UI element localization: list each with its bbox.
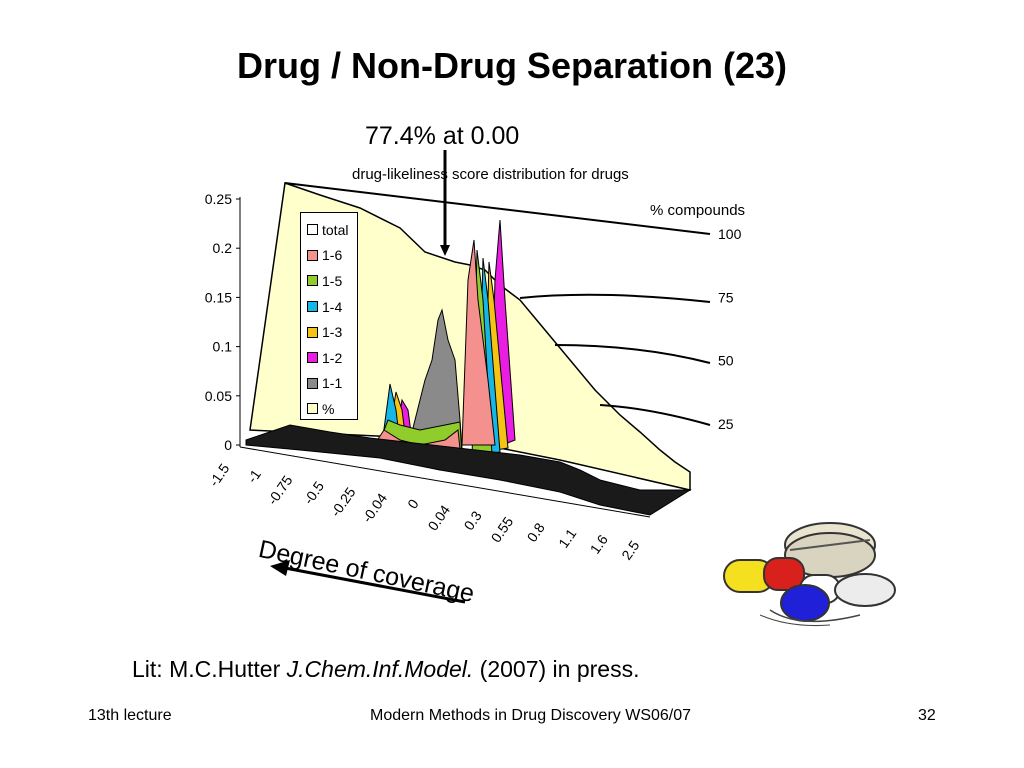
pills-illustration — [723, 522, 896, 627]
legend-item: 1-1 — [307, 371, 357, 397]
legend-label: 1-5 — [322, 272, 343, 289]
legend-label: 1-1 — [322, 375, 343, 392]
legend-swatch — [307, 275, 318, 287]
plot-area — [245, 181, 711, 516]
x-tick-label: 0 — [404, 496, 422, 512]
percent-tick-label: 75 — [718, 289, 734, 305]
legend-swatch — [307, 377, 318, 389]
x-axis-line — [239, 446, 651, 518]
x-tick-label: -1 — [244, 466, 264, 486]
x-tick-label: -0.75 — [264, 472, 296, 507]
x-tick-label: 0.04 — [424, 502, 453, 534]
y-tick-label: 0 — [224, 437, 232, 453]
footer-center: Modern Methods in Drug Discovery WS06/07 — [370, 707, 692, 724]
y-tick-label: 0.25 — [205, 191, 232, 207]
lit-suffix: (2007) in press. — [473, 656, 640, 682]
peak-annotation: 77.4% at 0.00 — [365, 122, 520, 150]
x-tick-label: -0.25 — [327, 484, 359, 519]
coverage-arrow-head — [270, 560, 290, 576]
legend-label: 1-3 — [322, 324, 343, 341]
series-1-6-peak — [461, 239, 496, 446]
legend-swatch — [307, 301, 318, 313]
chart-title: drug-likeliness score distribution for d… — [352, 166, 629, 183]
legend-item: 1-6 — [307, 243, 357, 269]
y-tick-label: 0.2 — [213, 240, 233, 256]
percent-100-leader — [284, 182, 711, 235]
y-tick-label: 0.1 — [213, 339, 233, 355]
series-total-floor — [245, 424, 692, 516]
y-axis-ticks: 0 0.05 0.1 0.15 0.2 0.25 — [205, 191, 240, 453]
legend-label: 1-4 — [322, 298, 343, 315]
percent-axis-title: % compounds — [650, 202, 746, 219]
legend-item: % — [307, 396, 357, 422]
footer-page-number: 32 — [918, 707, 936, 724]
legend-item: 1-5 — [307, 268, 357, 294]
legend-label: % — [322, 400, 335, 417]
legend-label: 1-6 — [322, 247, 343, 264]
annotation-arrow-head — [440, 245, 450, 256]
percent-tick-label: 100 — [718, 226, 742, 242]
legend-swatch — [307, 403, 318, 415]
legend-swatch — [307, 224, 318, 236]
x-tick-label: -0.04 — [359, 490, 391, 525]
percent-axis-ticks: 25 50 75 100 — [718, 226, 742, 432]
x-tick-label: 1.6 — [587, 531, 611, 556]
y-tick-label: 0.15 — [205, 289, 232, 305]
literature-reference: Lit: M.C.Hutter J.Chem.Inf.Model. (2007)… — [132, 656, 640, 683]
lit-prefix: Lit: M.C.Hutter — [132, 656, 287, 682]
x-tick-label: 2.5 — [618, 537, 642, 562]
legend-item: total — [307, 217, 357, 243]
x-tick-label: 1.1 — [555, 526, 579, 551]
footer-left: 13th lecture — [88, 707, 172, 724]
slide-title: Drug / Non-Drug Separation (23) — [236, 45, 788, 86]
legend-item: 1-3 — [307, 319, 357, 345]
legend-item: 1-2 — [307, 345, 357, 371]
legend-swatch — [307, 249, 318, 261]
percent-tick-label: 25 — [718, 416, 734, 432]
percent-tick-label: 50 — [718, 353, 734, 369]
lit-journal: J.Chem.Inf.Model. — [286, 656, 474, 682]
legend-label: 1-2 — [322, 349, 343, 366]
legend-swatch — [307, 352, 318, 364]
y-tick-label: 0.05 — [205, 388, 232, 404]
legend-item: 1-4 — [307, 294, 357, 320]
x-tick-label: 0.8 — [524, 520, 548, 545]
x-tick-label: -0.5 — [300, 478, 327, 507]
x-tick-label: -1.5 — [206, 460, 233, 489]
percent-50-leader — [554, 344, 711, 364]
chart-legend: total 1-6 1-5 1-4 1-3 1-2 1-1% — [300, 212, 358, 420]
coverage-arrow-line — [284, 566, 466, 604]
x-tick-label: 0.3 — [460, 508, 484, 533]
percent-75-leader — [519, 293, 711, 303]
x-tick-label: 0.55 — [488, 514, 517, 546]
legend-label: total — [322, 221, 349, 238]
legend-swatch — [307, 326, 318, 338]
percent-25-leader — [599, 404, 711, 426]
